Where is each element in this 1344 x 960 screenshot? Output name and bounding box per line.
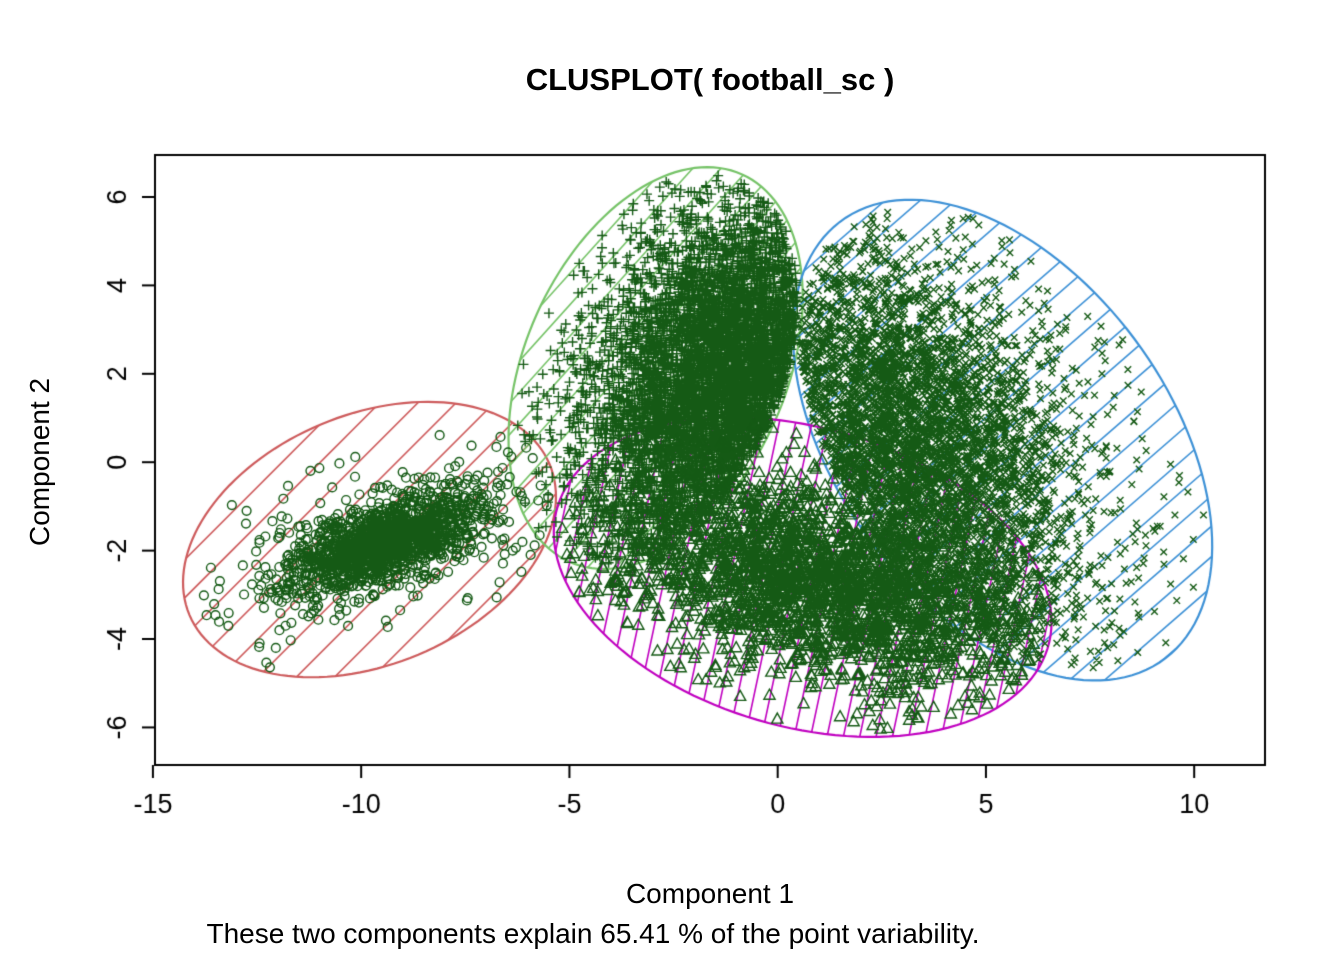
y-axis-label: Component 2 (24, 377, 55, 547)
chart-subtitle: These two components explain 65.41 % of … (206, 918, 980, 949)
chart-title: CLUSPLOT( football_sc ) (525, 62, 895, 97)
x-axis-label: Component 1 (625, 878, 795, 909)
